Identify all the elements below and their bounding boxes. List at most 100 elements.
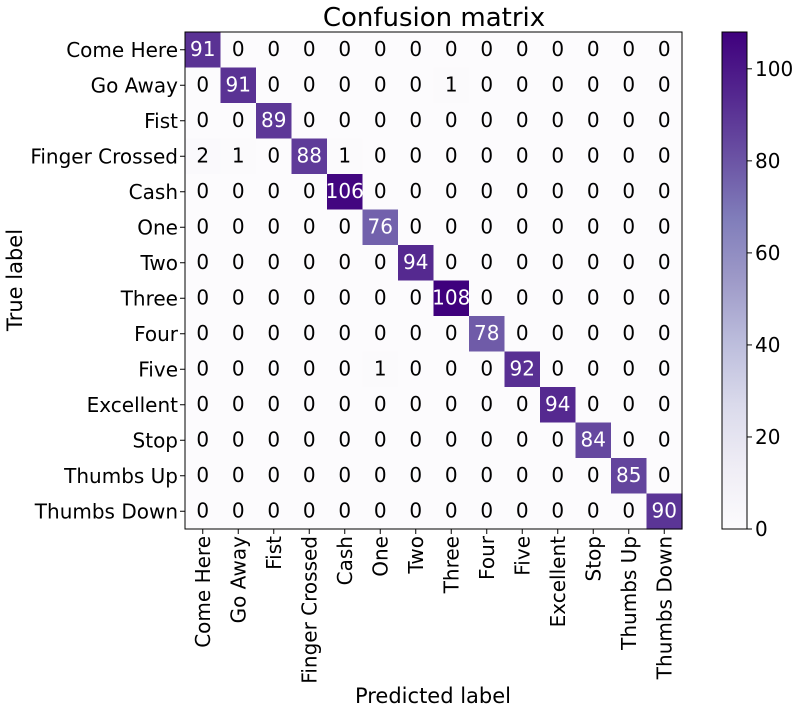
cell-value-label: 0 (196, 427, 209, 451)
colorbar-tick-label: 20 (755, 425, 780, 449)
cell-value-label: 0 (303, 214, 316, 238)
cell-value-label: 0 (196, 72, 209, 96)
cell-value-label: 0 (516, 72, 529, 96)
heatmap-cell (575, 174, 612, 211)
heatmap-cell (504, 245, 541, 282)
cell-value-label: 0 (587, 250, 600, 274)
cell-value-label: 0 (303, 356, 316, 380)
heatmap-cell (646, 138, 683, 175)
cell-value-label: 106 (326, 179, 364, 203)
cell-value-label: 0 (658, 72, 671, 96)
heatmap-cell (469, 458, 506, 495)
heatmap-cell (611, 493, 648, 530)
heatmap-cell (185, 458, 222, 495)
y-tick-label: Fist (144, 109, 178, 133)
heatmap-cell (398, 316, 435, 353)
cell-value-label: 1 (374, 356, 387, 380)
heatmap-cell (540, 103, 577, 140)
heatmap-cell (540, 316, 577, 353)
cell-value-label: 0 (658, 179, 671, 203)
heatmap-cell (540, 209, 577, 246)
cell-value-label: 0 (587, 72, 600, 96)
heatmap-cell (291, 351, 328, 388)
cell-value-label: 0 (232, 179, 245, 203)
cell-value-label: 0 (480, 179, 493, 203)
cell-value-label: 91 (226, 72, 251, 96)
heatmap-cell (646, 458, 683, 495)
heatmap-cell (220, 351, 257, 388)
heatmap-cell (504, 316, 541, 353)
chart-title: Confusion matrix (323, 3, 545, 33)
cell-value-label: 0 (267, 250, 280, 274)
cell-value-label: 0 (622, 72, 635, 96)
cell-value-label: 94 (545, 392, 570, 416)
heatmap-cell (256, 245, 293, 282)
x-tick-label: Go Away (226, 536, 250, 624)
heatmap-cell (469, 316, 506, 353)
cell-value-label: 0 (338, 108, 351, 132)
cell-value-label: 0 (516, 285, 529, 309)
heatmap-cell (185, 32, 222, 69)
cell-value-label: 0 (480, 250, 493, 274)
heatmap-cell (469, 422, 506, 459)
y-tick-label: Three (120, 286, 178, 310)
x-tick-label: Two (404, 536, 428, 575)
heatmap-cell (469, 351, 506, 388)
cell-value-label: 0 (374, 392, 387, 416)
cell-value-label: 0 (409, 498, 422, 522)
heatmap-cell (469, 245, 506, 282)
x-tick-label: Excellent (546, 536, 570, 628)
cell-value-label: 0 (587, 463, 600, 487)
cell-value-label: 0 (551, 37, 564, 61)
heatmap-cell (398, 138, 435, 175)
cell-value-label: 0 (409, 37, 422, 61)
cell-value-label: 0 (267, 179, 280, 203)
heatmap-cell (398, 351, 435, 388)
cell-value-label: 0 (409, 143, 422, 167)
cell-value-label: 0 (409, 427, 422, 451)
heatmap-cell (433, 138, 470, 175)
heatmap-cell (256, 493, 293, 530)
heatmap-cell (433, 103, 470, 140)
heatmap-cell (433, 32, 470, 69)
cell-value-label: 0 (622, 214, 635, 238)
heatmap-cell (504, 351, 541, 388)
cell-value-label: 0 (480, 285, 493, 309)
cell-value-label: 0 (374, 250, 387, 274)
heatmap-cell (504, 67, 541, 104)
cell-value-label: 0 (303, 392, 316, 416)
colorbar-tick-label: 40 (755, 333, 780, 357)
heatmap-cell (646, 493, 683, 530)
heatmap-cell (291, 67, 328, 104)
heatmap-cell (504, 458, 541, 495)
heatmap-cell (327, 422, 364, 459)
cell-value-label: 0 (267, 72, 280, 96)
x-tick-label: Come Here (191, 536, 215, 648)
heatmap-cell (540, 174, 577, 211)
heatmap-cell (575, 422, 612, 459)
cell-value-label: 0 (622, 392, 635, 416)
heatmap-cell (185, 138, 222, 175)
cell-value-label: 0 (551, 356, 564, 380)
heatmap-cell (611, 103, 648, 140)
heatmap-cell (256, 138, 293, 175)
cell-value-label: 0 (196, 179, 209, 203)
heatmap-cell (433, 458, 470, 495)
heatmap-cell (220, 316, 257, 353)
cell-value-label: 0 (480, 498, 493, 522)
y-axis-label: True label (3, 229, 27, 332)
heatmap-cell (469, 174, 506, 211)
cell-value-label: 0 (551, 179, 564, 203)
heatmap-cell (504, 174, 541, 211)
cell-value-label: 0 (232, 285, 245, 309)
heatmap-cell (575, 387, 612, 424)
heatmap-cell (220, 387, 257, 424)
cell-value-label: 88 (297, 143, 322, 167)
cell-value-label: 0 (196, 108, 209, 132)
heatmap-cell (433, 245, 470, 282)
colorbar-tick-label: 80 (755, 149, 780, 173)
cell-value-label: 0 (516, 37, 529, 61)
heatmap-cell (362, 103, 399, 140)
cell-value-label: 0 (551, 214, 564, 238)
cell-value-label: 0 (445, 214, 458, 238)
